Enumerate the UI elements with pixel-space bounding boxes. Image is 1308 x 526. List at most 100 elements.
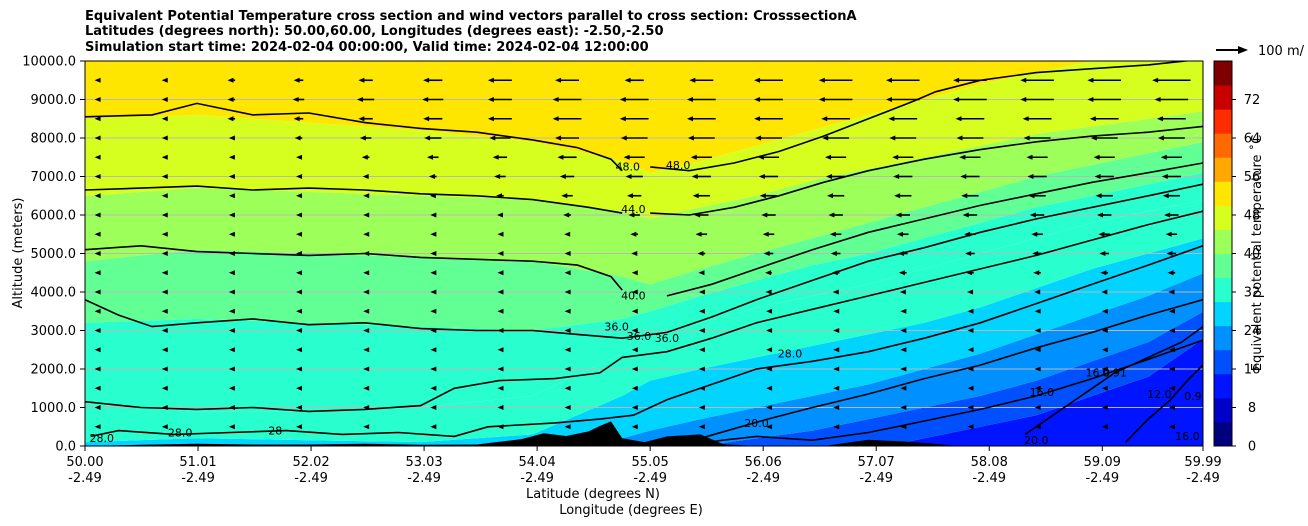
- contour-line-40.0: [85, 244, 623, 291]
- wind-arrow: [698, 366, 705, 372]
- wind-arrow: [893, 174, 913, 179]
- wind-arrow: [161, 154, 168, 160]
- wind-arrow: [94, 270, 101, 276]
- wind-arrow: [828, 212, 843, 218]
- wind-arrow: [900, 385, 907, 391]
- wind-arrow: [94, 174, 101, 179]
- wind-arrow: [564, 289, 571, 295]
- wind-arrow: [765, 270, 772, 276]
- colorbar-tick-label: 16: [1244, 363, 1261, 378]
- wind-arrow: [564, 231, 571, 237]
- wind-arrow: [1031, 231, 1043, 237]
- wind-arrow: [94, 424, 101, 430]
- wind-arrow: [363, 328, 370, 333]
- wind-arrow: [895, 212, 910, 218]
- wind-arrow: [1034, 289, 1041, 295]
- wind-arrow: [94, 97, 101, 102]
- colorbar-swatch: [1214, 229, 1232, 254]
- wind-arrow: [363, 270, 370, 276]
- wind-vectors: [94, 77, 1191, 430]
- wind-arrow: [697, 251, 706, 256]
- wind-arrow: [967, 424, 974, 430]
- wind-arrow: [628, 212, 640, 218]
- colorbar-swatch: [1214, 301, 1232, 327]
- wind-arrow: [296, 366, 303, 372]
- wind-arrow: [826, 193, 845, 199]
- wind-arrow: [1034, 424, 1041, 430]
- wind-arrow: [161, 385, 168, 391]
- contour-line-28.0: [90, 245, 1203, 438]
- wind-arrow: [430, 251, 437, 256]
- wind-arrow: [761, 212, 776, 218]
- contour-fill-band-56: [85, 0, 1204, 53]
- wind-arrow: [423, 116, 443, 122]
- contour-fill-band-48: [85, 61, 1203, 219]
- wind-arrow: [228, 270, 235, 276]
- wind-arrow: [686, 97, 716, 102]
- contour-line-48.0: [85, 102, 623, 172]
- x-tick-label-lat: 52.02: [292, 455, 329, 470]
- wind-arrow: [953, 97, 987, 102]
- wind-arrow: [293, 77, 304, 83]
- chart-title-line-2: Latitudes (degrees north): 50.00,60.00, …: [85, 24, 664, 39]
- wind-arrow: [888, 116, 918, 122]
- colorbar-swatch: [1214, 61, 1232, 86]
- x-axis-label-longitude: Longitude (degrees E): [559, 503, 703, 518]
- wind-arrow: [766, 347, 773, 353]
- x-tick-label-lon: -2.49: [520, 471, 554, 486]
- wind-arrow: [429, 193, 436, 199]
- x-tick-label-lon: -2.49: [633, 471, 667, 486]
- wind-arrow: [94, 405, 101, 410]
- wind-arrow: [94, 366, 101, 372]
- wind-arrow: [94, 154, 101, 160]
- wind-arrow: [296, 251, 303, 256]
- wind-arrow: [1156, 116, 1186, 122]
- wind-arrow: [94, 385, 101, 391]
- wind-arrow: [1093, 154, 1115, 160]
- wind-arrow: [1097, 212, 1112, 218]
- wind-arrow: [552, 97, 582, 102]
- wind-arrow: [228, 347, 235, 353]
- wind-arrow: [967, 328, 974, 333]
- wind-arrow: [900, 347, 907, 353]
- wind-arrow: [358, 116, 373, 122]
- wind-arrow: [94, 77, 101, 83]
- wind-arrow: [1034, 385, 1041, 391]
- wind-arrow: [228, 289, 235, 295]
- wind-arrow: [833, 385, 840, 391]
- wind-arrow: [359, 135, 372, 141]
- wind-arrow: [363, 289, 370, 295]
- colorbar-tick-label: 32: [1244, 286, 1261, 301]
- wind-arrow: [363, 366, 370, 372]
- wind-arrow: [1165, 231, 1178, 237]
- wind-arrow: [228, 385, 235, 391]
- wind-arrow: [1022, 116, 1052, 122]
- wind-arrow: [161, 308, 168, 314]
- wind-arrow: [687, 135, 715, 141]
- contour-lines: [85, 61, 1203, 446]
- wind-arrow: [1034, 366, 1041, 372]
- contour-label: 20.0: [744, 417, 769, 430]
- wind-arrow: [962, 212, 978, 218]
- wind-arrow: [430, 212, 437, 218]
- wind-arrow: [559, 174, 575, 179]
- colorbar-tick-label: 24: [1244, 324, 1261, 339]
- y-tick-label: 7000.0: [31, 170, 77, 185]
- wind-arrow: [831, 270, 840, 276]
- wind-arrow: [833, 424, 840, 430]
- contour-line-20.0: [677, 339, 1203, 446]
- x-axis-label-latitude: Latitude (degrees N): [526, 487, 660, 502]
- wind-arrow: [623, 154, 645, 160]
- x-tick-label-lon: -2.49: [859, 471, 893, 486]
- wind-arrow: [430, 366, 437, 372]
- wind-arrow: [698, 328, 705, 333]
- wind-arrow: [296, 270, 303, 276]
- contour-line-16.0: [1024, 325, 1203, 436]
- wind-arrow: [900, 366, 907, 372]
- contour-fill-band-44: [85, 111, 1203, 285]
- contour-line-40.0: [666, 162, 1203, 297]
- wind-arrow: [959, 154, 981, 160]
- wind-arrow: [228, 328, 235, 333]
- wind-arrow: [897, 251, 908, 256]
- y-tick-label: 8000.0: [31, 132, 77, 147]
